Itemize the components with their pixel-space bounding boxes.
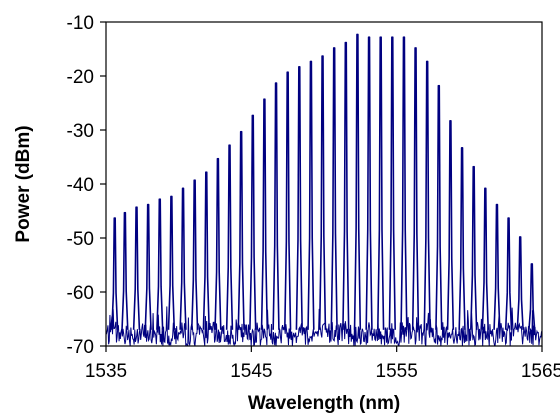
y-tick-label: -20 (67, 67, 94, 88)
spectrum-peak (528, 263, 536, 330)
spectrum-peak (144, 203, 152, 330)
spectrum-peak (156, 198, 164, 330)
spectrum-peak (342, 41, 350, 330)
spectrum-peak (202, 171, 210, 330)
spectrum-peak (260, 98, 269, 330)
x-tick-label: 1565 (521, 361, 560, 382)
spectrum-peak (377, 36, 385, 330)
spectrum-peak (411, 47, 420, 330)
y-tick-label: -50 (67, 229, 94, 250)
spectrum-peak (353, 33, 362, 330)
spectrum-peak (132, 206, 141, 330)
y-tick-label: -30 (67, 121, 94, 142)
spectrum-peak (458, 147, 466, 330)
spectrum-peak (190, 179, 199, 330)
spectrum-peak (516, 236, 524, 330)
x-tick-label: 1535 (85, 361, 127, 382)
y-tick-label: -70 (67, 337, 94, 358)
spectrum-peak (272, 82, 280, 330)
spectrum-peak (111, 217, 119, 330)
x-axis-title: Wavelength (nm) (248, 393, 400, 414)
spectrum-peak (237, 130, 245, 330)
spectrum-peak (179, 187, 187, 330)
spectrum-peak (295, 66, 303, 330)
y-tick-label: -10 (67, 13, 94, 34)
x-tick-label: 1545 (230, 361, 272, 382)
y-tick-label: -40 (67, 175, 94, 196)
spectrum-peak (167, 195, 176, 330)
spectrum-peak (435, 84, 443, 330)
spectrum-peak (307, 60, 315, 330)
spectrum-peak (470, 165, 478, 330)
spectrum-peak (249, 114, 257, 330)
y-tick-label: -60 (67, 283, 94, 304)
spectrum-peak (330, 47, 338, 330)
spectrum-peak (481, 187, 489, 330)
spectrum-peak (283, 71, 292, 330)
spectrum-peak (504, 217, 513, 330)
spectrum-peak (423, 60, 431, 330)
spectrum-peak (388, 36, 396, 330)
spectrum-peak (214, 157, 222, 330)
noise-floor-trace (106, 306, 542, 346)
spectrum-peak (225, 144, 234, 330)
spectrum-peak (318, 55, 327, 330)
spectrum-peak (121, 211, 129, 330)
spectrum-trace (106, 33, 542, 346)
spectrum-peak (446, 120, 455, 330)
spectrum-peak (493, 203, 501, 330)
x-axis: 1535 1545 1555 1565 (85, 346, 560, 382)
spectrum-peak (400, 36, 408, 330)
x-tick-label: 1555 (376, 361, 418, 382)
spectrum-peak (365, 36, 373, 330)
y-axis-title: Power (dBm) (13, 125, 34, 242)
y-axis: -10 -20 -30 -40 -50 -60 -70 (67, 13, 106, 358)
